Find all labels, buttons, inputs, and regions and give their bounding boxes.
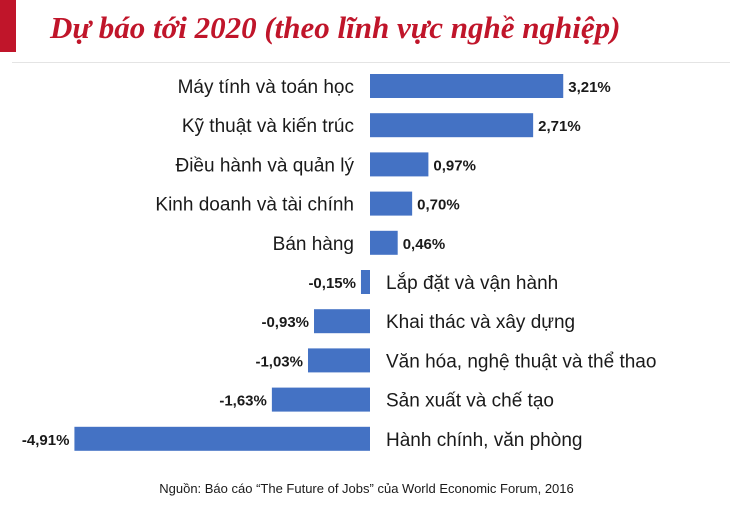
bar-ban-hang — [370, 230, 398, 255]
data-label-hanh-chinh-van-phong: -4,91% — [22, 432, 70, 449]
category-label-van-hoa-nghe-thuat-va-the-thao: Văn hóa, nghệ thuật và thể thao — [386, 351, 656, 372]
category-label-may-tinh-va-toan-hoc: Máy tính và toán học — [178, 77, 354, 98]
category-label-ky-thuat-va-kien-truc: Kỹ thuật và kiến trúc — [182, 116, 354, 137]
title-accent-block — [0, 0, 16, 52]
data-label-may-tinh-va-toan-hoc: 3,21% — [568, 79, 611, 96]
category-label-san-xuat-va-che-tao: Sản xuất và chế tạo — [386, 391, 554, 412]
bar-van-hoa-nghe-thuat-va-the-thao — [307, 348, 370, 373]
bar-hanh-chinh-van-phong — [74, 426, 370, 451]
bar-khai-thac-va-xay-dung — [314, 309, 370, 334]
bar-kinh-doanh-va-tai-chinh — [370, 191, 413, 216]
data-label-van-hoa-nghe-thuat-va-the-thao: -1,03% — [255, 353, 303, 370]
bar-dieu-hanh-va-quan-ly — [370, 152, 429, 177]
chart-title: Dự báo tới 2020 (theo lĩnh vực nghề nghi… — [50, 10, 621, 45]
bar-lap-dat-va-van-hanh — [360, 270, 370, 294]
data-label-kinh-doanh-va-tai-chinh: 0,70% — [417, 197, 460, 214]
category-label-hanh-chinh-van-phong: Hành chính, văn phòng — [386, 430, 583, 451]
category-label-lap-dat-va-van-hanh: Lắp đặt và vận hành — [386, 272, 558, 294]
title-divider — [12, 62, 730, 63]
source-note: Nguồn: Báo cáo “The Future of Jobs” của … — [159, 481, 574, 496]
category-label-ban-hang: Bán hàng — [273, 234, 354, 255]
bar-may-tinh-va-toan-hoc — [370, 74, 564, 98]
category-label-khai-thac-va-xay-dung: Khai thác và xây dựng — [386, 312, 575, 333]
data-label-ky-thuat-va-kien-truc: 2,71% — [538, 118, 581, 135]
bar-san-xuat-va-che-tao — [271, 387, 370, 412]
data-label-ban-hang: 0,46% — [403, 236, 446, 253]
data-label-dieu-hanh-va-quan-ly: 0,97% — [433, 157, 476, 174]
data-label-san-xuat-va-che-tao: -1,63% — [219, 393, 267, 410]
data-label-lap-dat-va-van-hanh: -0,15% — [308, 275, 356, 292]
category-label-kinh-doanh-va-tai-chinh: Kinh doanh và tài chính — [155, 195, 354, 216]
bar-ky-thuat-va-kien-truc — [370, 113, 534, 138]
category-label-dieu-hanh-va-quan-ly: Điều hành và quản lý — [175, 155, 354, 176]
data-label-khai-thac-va-xay-dung: -0,93% — [261, 314, 309, 331]
